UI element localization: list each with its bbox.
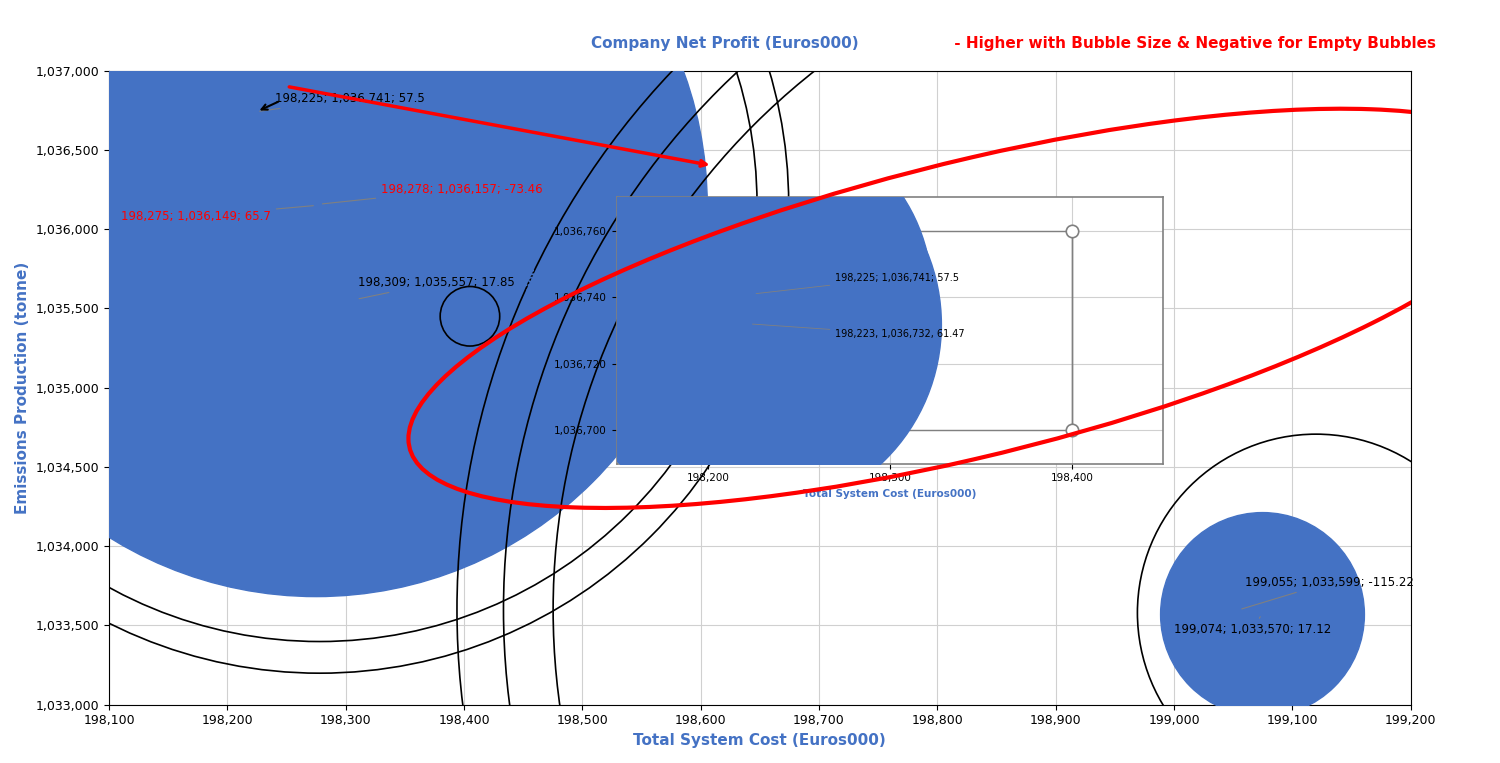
- Text: 198,225; 1,036,741; 57.5: 198,225; 1,036,741; 57.5: [260, 92, 424, 111]
- Point: [244, 105, 268, 118]
- Point: [308, 198, 332, 211]
- Point: [1250, 608, 1274, 620]
- Point: [1227, 604, 1251, 616]
- Text: - Higher with Bubble Size & Negative for Empty Bubbles: - Higher with Bubble Size & Negative for…: [948, 37, 1436, 51]
- Y-axis label: Emissions Production (tonne): Emissions Production (tonne): [15, 262, 30, 513]
- Point: [458, 311, 482, 323]
- Point: [304, 199, 328, 211]
- Point: [1304, 607, 1328, 619]
- Point: [345, 293, 369, 305]
- Point: [1227, 604, 1251, 616]
- Text: 199,055; 1,033,599; -115.22: 199,055; 1,033,599; -115.22: [1242, 576, 1414, 609]
- Point: [1227, 604, 1251, 616]
- Text: Company Net Profit (Euros000): Company Net Profit (Euros000): [591, 37, 858, 51]
- Text: 199,074; 1,033,570; 17.12: 199,074; 1,033,570; 17.12: [1174, 617, 1332, 636]
- Text: 198,275; 1,036,149; 65.7: 198,275; 1,036,149; 65.7: [122, 206, 314, 223]
- X-axis label: Total System Cost (Euros000): Total System Cost (Euros000): [633, 733, 886, 748]
- Point: [308, 198, 332, 211]
- Text: 198,309; 1,035,557; 17.85: 198,309; 1,035,557; 17.85: [357, 276, 514, 299]
- Text: 198,278; 1,036,157; -73.46: 198,278; 1,036,157; -73.46: [322, 182, 543, 204]
